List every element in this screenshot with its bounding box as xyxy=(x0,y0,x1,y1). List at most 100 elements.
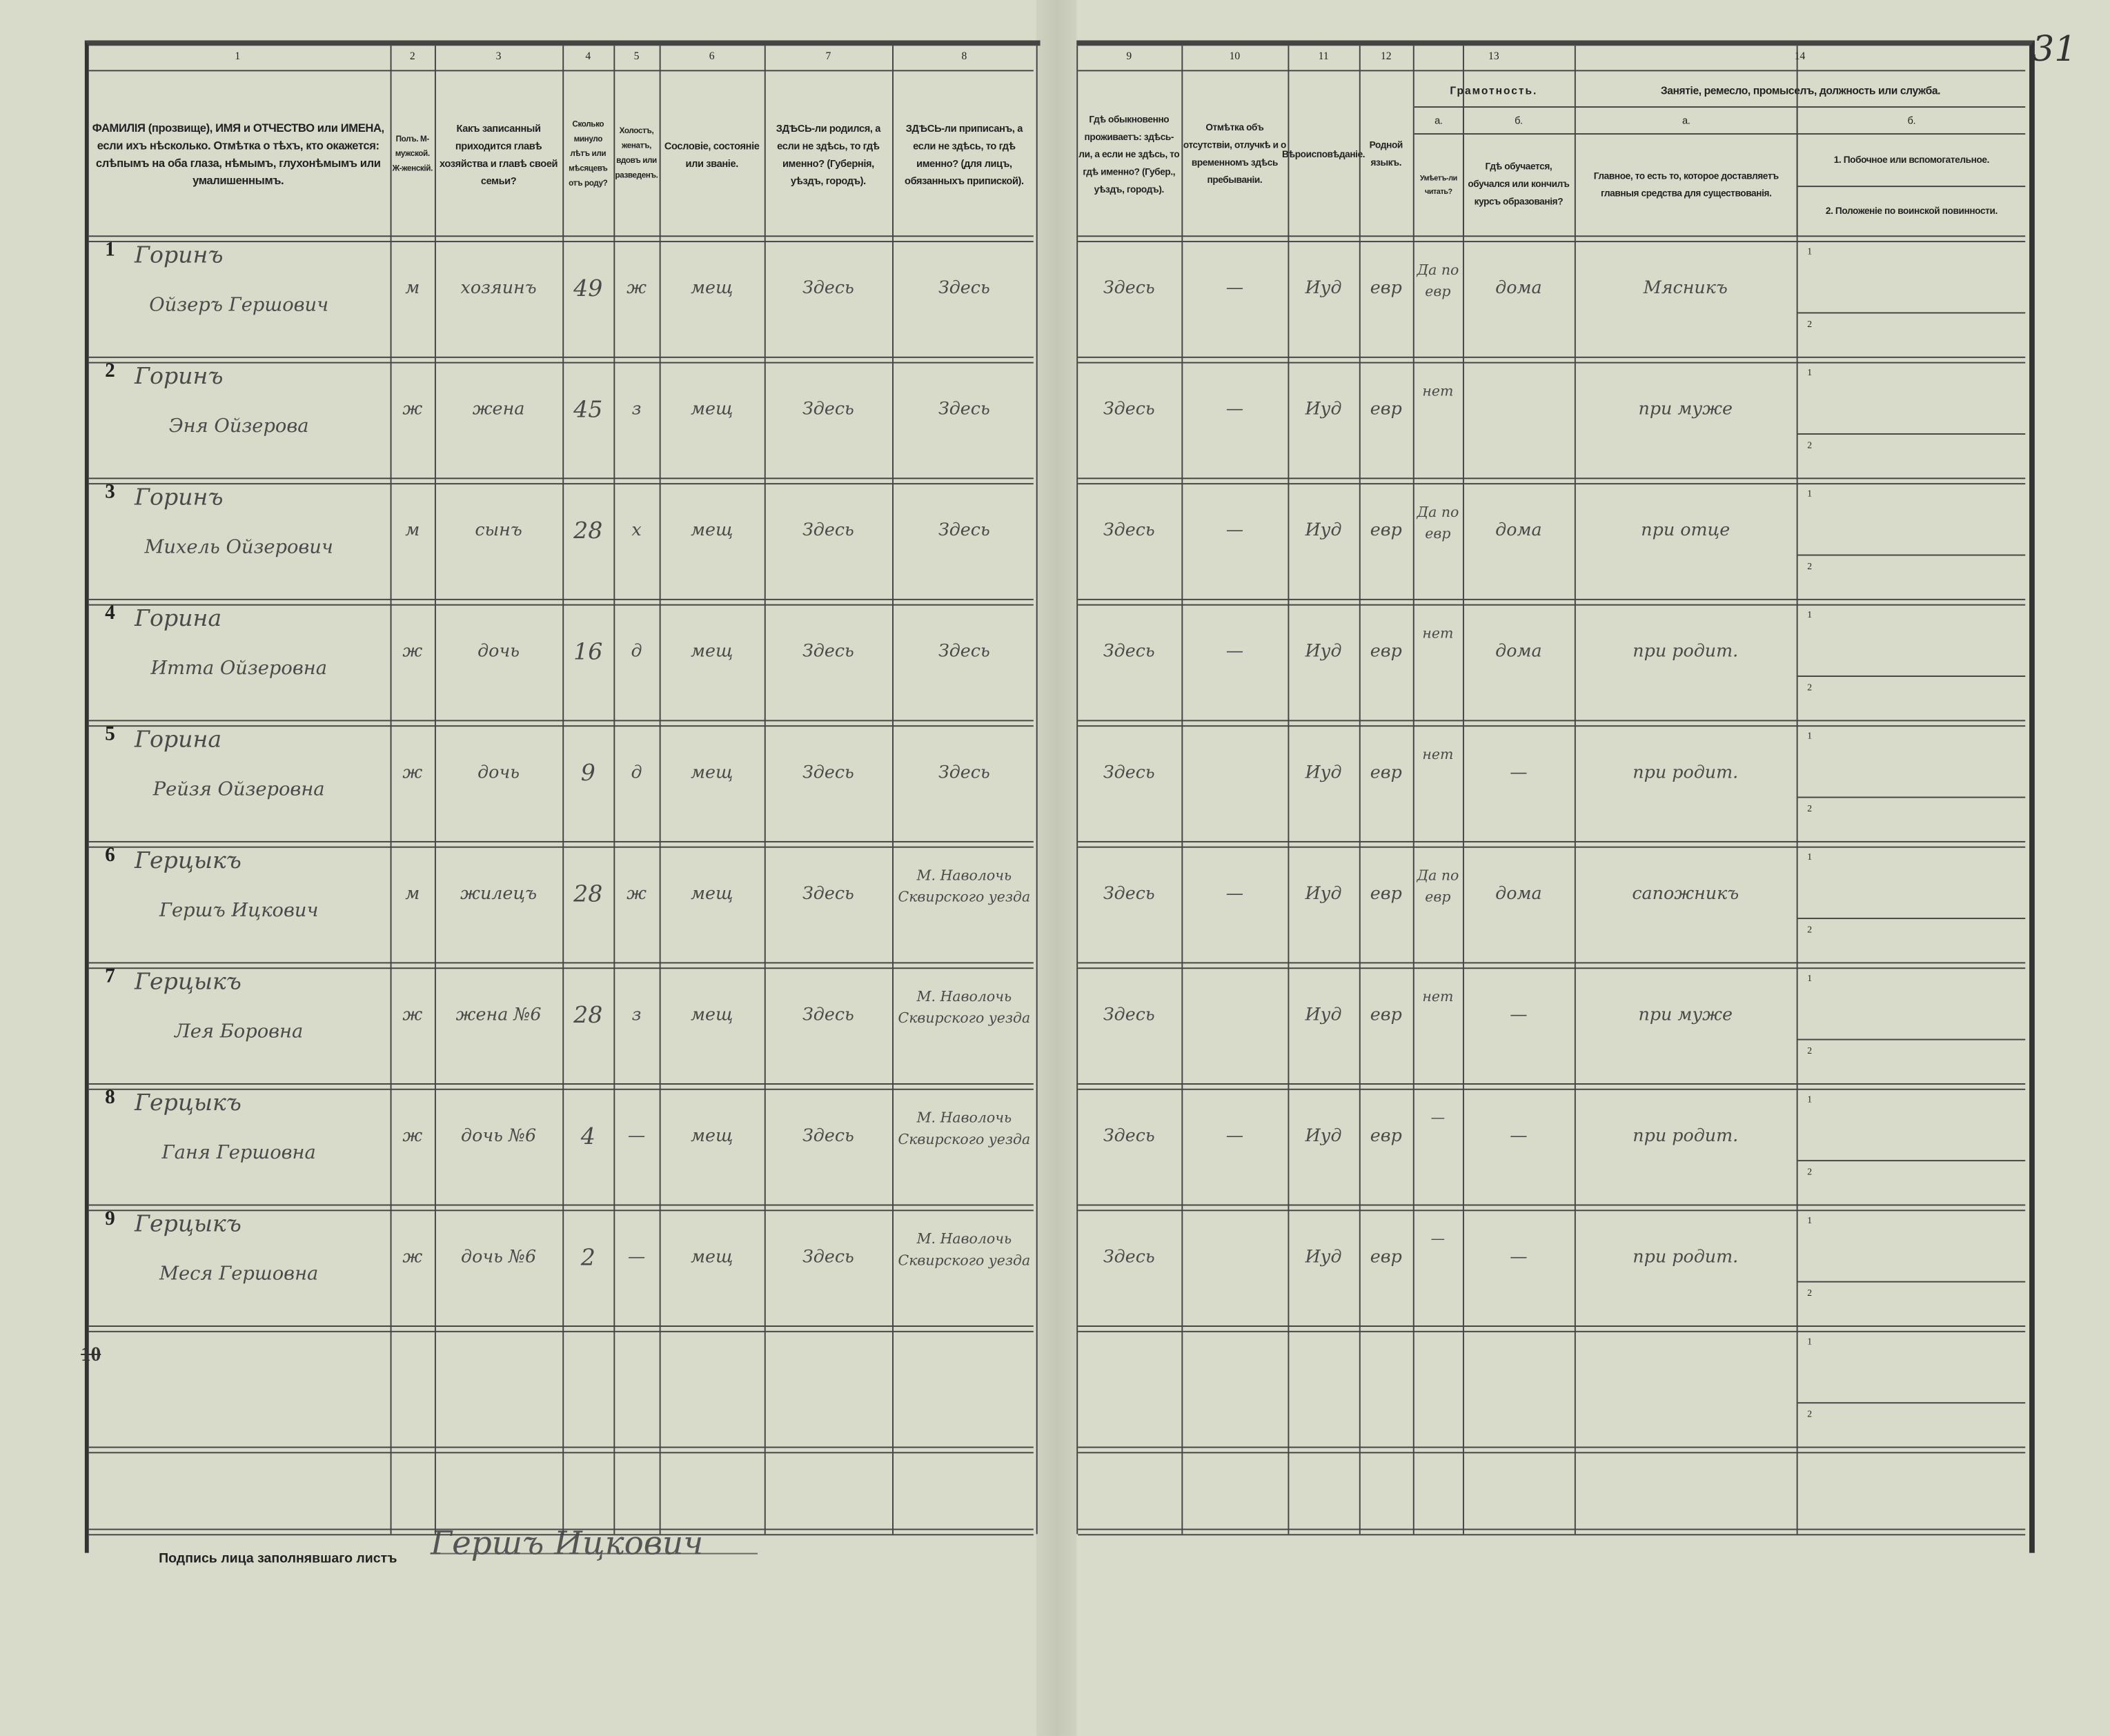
row-number: 4 xyxy=(105,602,115,624)
header-divider xyxy=(1414,106,2026,108)
language-cell: евр xyxy=(1370,762,1402,784)
language-cell: евр xyxy=(1370,1126,1402,1147)
age-cell: 45 xyxy=(573,397,603,424)
sub-row-divider xyxy=(1797,1402,2026,1404)
column-number: 4 xyxy=(585,50,591,62)
right-page-table xyxy=(1076,40,2035,1553)
religion-cell: Иуд xyxy=(1305,762,1342,784)
sub-row-divider xyxy=(1797,554,2026,556)
absence-cell: — xyxy=(1225,520,1244,542)
marital-status-cell: д xyxy=(631,642,642,662)
marital-status-cell: з xyxy=(631,1005,642,1026)
registration-cell: М. Наволочь Сквирского уезда xyxy=(898,1109,1031,1148)
religion-cell: Иуд xyxy=(1305,1247,1342,1268)
row-divider xyxy=(88,1083,1034,1090)
religion-cell: Иуд xyxy=(1305,642,1342,662)
language-cell: евр xyxy=(1370,400,1402,420)
header-divider xyxy=(88,70,1034,72)
page-gutter xyxy=(1036,0,1077,1736)
header-registration: ЗДѢСЬ-ли приписанъ, а если не здѣсь, то … xyxy=(905,122,1024,188)
relation-cell: дочь №6 xyxy=(461,1247,537,1268)
left-page-table xyxy=(84,40,1041,1553)
signature: Гершъ Ицкович xyxy=(431,1528,758,1559)
education-cell: дома xyxy=(1495,278,1542,299)
row-number: 2 xyxy=(105,360,115,382)
sub-row-label: 1 xyxy=(1807,367,1813,379)
age-cell: 16 xyxy=(573,639,603,667)
given-name-cell: Ойзеръ Гершович xyxy=(149,295,329,317)
language-cell: евр xyxy=(1370,520,1402,542)
relation-cell: жилецъ xyxy=(460,884,538,905)
age-cell: 2 xyxy=(580,1245,595,1272)
literacy-cell: — xyxy=(1430,1231,1446,1247)
row-divider xyxy=(88,720,1034,727)
header-occupation-a-letter: а. xyxy=(1682,113,1690,126)
surname-cell: Горинъ xyxy=(135,242,224,270)
age-cell: 9 xyxy=(580,760,595,787)
age-cell: 28 xyxy=(573,1002,603,1029)
given-name-cell: Лея Боровна xyxy=(175,1021,304,1043)
header-main-occupation: Главное, то есть то, которое доставляетъ… xyxy=(1593,171,1779,199)
religion-cell: Иуд xyxy=(1305,400,1342,420)
column-divider xyxy=(764,46,766,1535)
sub-row-label: 2 xyxy=(1807,319,1813,330)
registration-cell: М. Наволочь Сквирского уезда xyxy=(898,1231,1031,1270)
header-relation: Какъ записанный приходится главѣ хозяйст… xyxy=(439,122,558,188)
literacy-cell: Да по евр xyxy=(1417,504,1459,542)
age-cell: 49 xyxy=(573,275,603,303)
sub-row-label: 1 xyxy=(1807,488,1813,500)
religion-cell: Иуд xyxy=(1305,1005,1342,1026)
column-number: 6 xyxy=(709,50,715,62)
estate-cell: мещ xyxy=(690,400,733,420)
column-divider xyxy=(1796,106,1798,236)
registration-cell: Здесь xyxy=(938,520,990,542)
education-cell: — xyxy=(1510,1005,1528,1026)
column-divider xyxy=(390,46,392,1535)
sub-row-label: 1 xyxy=(1807,973,1813,984)
birthplace-cell: Здесь xyxy=(802,762,854,784)
sub-row-label: 2 xyxy=(1807,1166,1813,1178)
column-number: 9 xyxy=(1126,50,1132,62)
registration-cell: Здесь xyxy=(938,642,990,662)
surname-cell: Герцыкъ xyxy=(135,969,241,996)
row-number: 9 xyxy=(105,1208,115,1230)
sub-row-label: 2 xyxy=(1807,561,1813,572)
sex-cell: ж xyxy=(402,1005,423,1026)
birthplace-cell: Здесь xyxy=(802,884,854,905)
relation-cell: сынъ xyxy=(475,520,522,542)
education-cell: — xyxy=(1510,1126,1528,1147)
relation-cell: хозяинъ xyxy=(460,278,537,299)
column-number: 1 xyxy=(235,50,241,62)
occupation-cell: при родит. xyxy=(1633,1126,1739,1147)
given-name-cell: Рейзя Ойзеровна xyxy=(152,779,325,801)
row-divider xyxy=(88,1204,1034,1212)
row-number: 1 xyxy=(105,239,115,262)
sub-row-divider xyxy=(1797,918,2026,920)
registration-cell: М. Наволочь Сквирского уезда xyxy=(898,989,1031,1027)
literacy-cell: нет xyxy=(1422,383,1454,400)
birthplace-cell: Здесь xyxy=(802,1126,854,1147)
given-name-cell: Меся Гершовна xyxy=(159,1263,319,1285)
marital-status-cell: ж xyxy=(627,278,647,299)
religion-cell: Иуд xyxy=(1305,1126,1342,1147)
residence-cell: Здесь xyxy=(1103,520,1155,542)
signature-label: Подпись лица заполнявшаго листъ xyxy=(159,1551,397,1567)
sex-cell: ж xyxy=(402,762,423,784)
row-divider xyxy=(1078,356,2026,364)
residence-cell: Здесь xyxy=(1103,884,1155,905)
surname-cell: Герцыкъ xyxy=(135,847,241,875)
age-cell: 28 xyxy=(573,881,603,909)
row-divider xyxy=(88,840,1034,848)
estate-cell: мещ xyxy=(690,884,733,905)
header-residence: Гдѣ обыкновенно проживаетъ: здѣсь-ли, а … xyxy=(1078,115,1180,195)
column-divider xyxy=(434,46,436,1535)
relation-cell: дочь №6 xyxy=(461,1126,537,1147)
row-divider xyxy=(1078,477,2026,485)
surname-cell: Горина xyxy=(135,727,222,754)
marital-status-cell: — xyxy=(627,1126,646,1147)
literacy-cell: нет xyxy=(1422,989,1454,1005)
absence-cell: — xyxy=(1225,400,1244,420)
sub-row-label: 1 xyxy=(1807,1215,1813,1226)
residence-cell: Здесь xyxy=(1103,1126,1155,1147)
